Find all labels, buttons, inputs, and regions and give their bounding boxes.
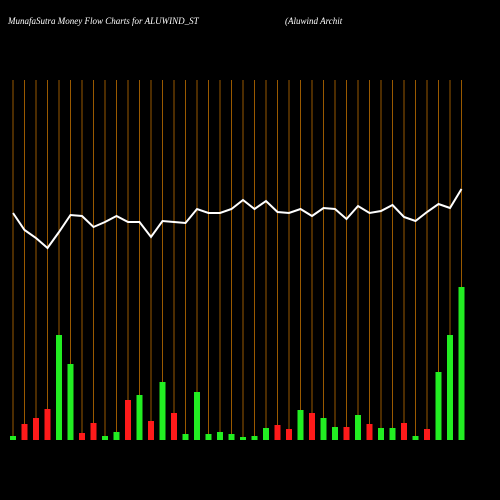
- bar: [113, 432, 120, 440]
- chart-title: MunafaSutra Money Flow Charts for ALUWIN…: [7, 16, 200, 26]
- bar: [286, 429, 292, 440]
- bar: [228, 434, 235, 440]
- bar: [194, 392, 200, 440]
- bar: [251, 436, 258, 440]
- bar: [182, 434, 189, 440]
- bar: [355, 415, 361, 440]
- bar: [10, 436, 16, 440]
- bar: [332, 427, 338, 440]
- bar: [136, 395, 143, 440]
- bar: [389, 428, 396, 440]
- bar: [79, 433, 85, 440]
- bar: [366, 424, 373, 440]
- bar: [458, 287, 465, 440]
- bar: [447, 335, 453, 440]
- bar: [401, 423, 407, 440]
- bar: [44, 409, 51, 440]
- bar: [217, 432, 223, 440]
- bar: [309, 413, 315, 440]
- bar: [67, 364, 74, 440]
- bar: [102, 436, 108, 440]
- bar: [297, 410, 304, 440]
- bar: [21, 424, 28, 440]
- bar: [378, 428, 384, 440]
- chart-subtitle: (Aluwind Archit: [285, 16, 343, 26]
- bar: [125, 400, 131, 440]
- bar: [274, 425, 281, 440]
- bar: [343, 427, 350, 440]
- bar: [435, 372, 442, 440]
- bar: [171, 413, 177, 440]
- bar: [205, 434, 212, 440]
- bar: [90, 423, 97, 440]
- bar: [263, 428, 269, 440]
- bar: [320, 418, 327, 440]
- bar: [424, 429, 430, 440]
- bar: [33, 418, 39, 440]
- bar: [240, 437, 246, 440]
- bar: [148, 421, 154, 440]
- bar: [56, 335, 62, 440]
- bar: [159, 382, 166, 440]
- money-flow-line: [12, 188, 463, 250]
- bar: [412, 436, 419, 440]
